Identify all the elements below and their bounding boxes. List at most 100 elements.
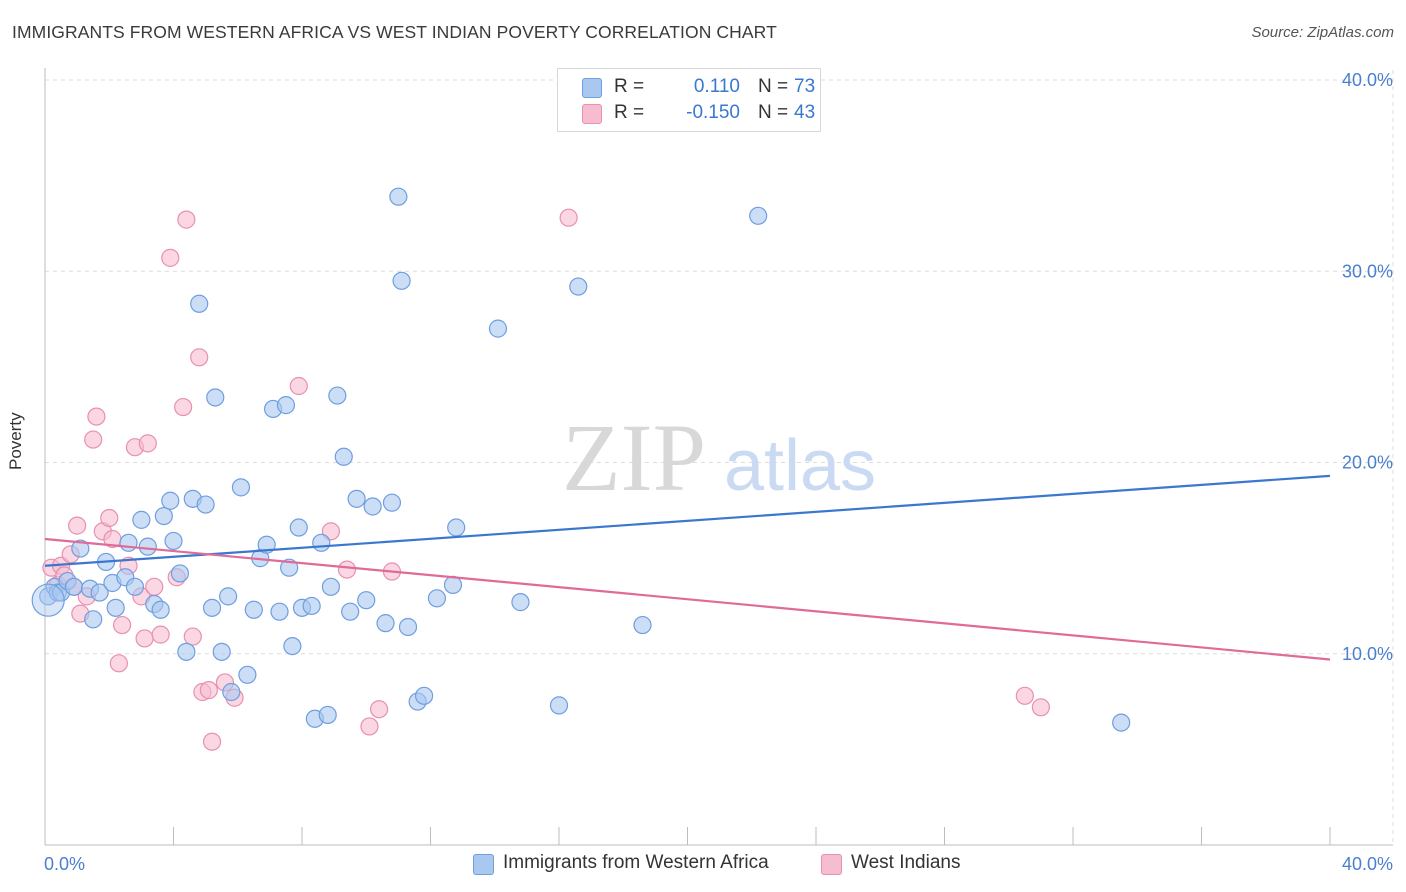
data-point <box>389 187 408 206</box>
legend-n-value: 73 <box>794 76 816 97</box>
legend-r-value: 0.110 <box>693 76 740 97</box>
data-point <box>219 587 238 606</box>
data-point <box>633 615 652 635</box>
data-point <box>569 277 588 296</box>
data-point <box>549 696 569 715</box>
data-point <box>84 430 103 449</box>
data-point <box>212 642 231 661</box>
data-point <box>190 294 209 313</box>
y-tick-label: 10.0% <box>1342 644 1393 664</box>
data-point <box>376 614 395 633</box>
data-point <box>414 686 434 705</box>
data-point <box>363 497 382 516</box>
x-tick-label: 40.0% <box>1342 854 1393 874</box>
y-tick-label: 30.0% <box>1342 261 1393 281</box>
data-point <box>511 593 530 612</box>
data-point <box>312 533 331 552</box>
data-point <box>132 510 151 529</box>
grid-lines <box>45 70 1394 845</box>
data-point <box>64 577 84 596</box>
data-point <box>206 388 225 407</box>
data-point <box>112 615 132 635</box>
x-tick-label: 0.0% <box>44 854 85 874</box>
data-point <box>71 539 90 558</box>
legend-r-value: -0.150 <box>686 102 740 123</box>
data-point <box>119 533 138 552</box>
data-point <box>328 386 347 405</box>
data-point <box>151 625 170 644</box>
legend-swatch-blue <box>582 78 602 98</box>
data-point <box>244 600 263 619</box>
data-point <box>238 665 257 684</box>
watermark: ZIP atlas <box>562 404 876 511</box>
legend-r-label: R = <box>614 102 645 123</box>
data-point <box>125 577 145 596</box>
axes <box>44 68 1393 846</box>
data-point <box>199 680 218 700</box>
legend-swatch-pink <box>582 104 602 124</box>
legend-n-label: N = <box>758 102 789 123</box>
data-point <box>276 396 296 415</box>
correlation-legend: R = 0.110 N = 73 R = -0.150 N = 43 <box>557 68 821 132</box>
data-point <box>488 319 508 338</box>
data-point <box>154 506 173 526</box>
data-point <box>341 602 360 621</box>
trend-line-pink <box>44 537 1331 661</box>
watermark-zip: ZIP <box>562 404 706 511</box>
legend-swatch-blue <box>473 854 494 875</box>
chart-title: IMMIGRANTS FROM WESTERN AFRICA VS WEST I… <box>12 22 777 42</box>
legend-swatch-pink <box>821 854 842 875</box>
data-point <box>161 248 180 267</box>
data-point <box>427 589 447 608</box>
data-point <box>90 583 109 602</box>
y-tick-label: 20.0% <box>1342 453 1393 473</box>
legend-n-label: N = <box>758 76 789 97</box>
source-label: Source: ZipAtlas.com <box>1251 24 1394 41</box>
watermark-atlas: atlas <box>724 426 876 506</box>
data-point <box>145 577 164 596</box>
data-point <box>87 407 106 426</box>
data-point <box>1112 713 1131 732</box>
data-point <box>202 732 222 751</box>
data-point <box>559 208 578 227</box>
data-point <box>1015 686 1034 705</box>
data-point <box>321 577 341 596</box>
data-point <box>370 700 389 719</box>
data-point <box>138 537 157 556</box>
trend-line-blue <box>44 474 1331 567</box>
data-point <box>392 271 411 290</box>
y-tick-label: 40.0% <box>1342 70 1393 90</box>
data-point <box>177 642 196 661</box>
trend-lines <box>44 474 1331 661</box>
legend-r-label: R = <box>614 76 645 97</box>
data-point <box>231 478 251 497</box>
data-point <box>302 596 321 616</box>
data-point <box>177 210 196 229</box>
data-point <box>347 489 366 508</box>
data-point-cluster <box>31 583 65 617</box>
data-point <box>382 493 402 512</box>
data-point <box>289 518 308 537</box>
data-point <box>84 610 103 629</box>
data-point <box>106 598 125 617</box>
data-point <box>138 434 157 453</box>
data-point <box>68 516 87 535</box>
data-point <box>337 560 357 579</box>
data-point <box>161 491 180 510</box>
data-point <box>360 717 379 736</box>
tick-labels: 10.0% 20.0% 30.0% 40.0% 0.0% 40.0% <box>44 70 1393 874</box>
data-point <box>398 617 418 637</box>
data-point <box>447 518 466 537</box>
data-point <box>357 591 376 610</box>
data-point <box>283 636 302 656</box>
data-point <box>270 602 289 621</box>
data-point <box>318 705 337 725</box>
data-point <box>443 575 463 595</box>
data-point <box>289 376 308 396</box>
data-point <box>109 654 128 673</box>
data-point <box>190 348 209 367</box>
data-point <box>334 447 353 466</box>
data-point <box>183 627 202 646</box>
data-point <box>100 508 119 528</box>
data-point <box>196 495 215 514</box>
